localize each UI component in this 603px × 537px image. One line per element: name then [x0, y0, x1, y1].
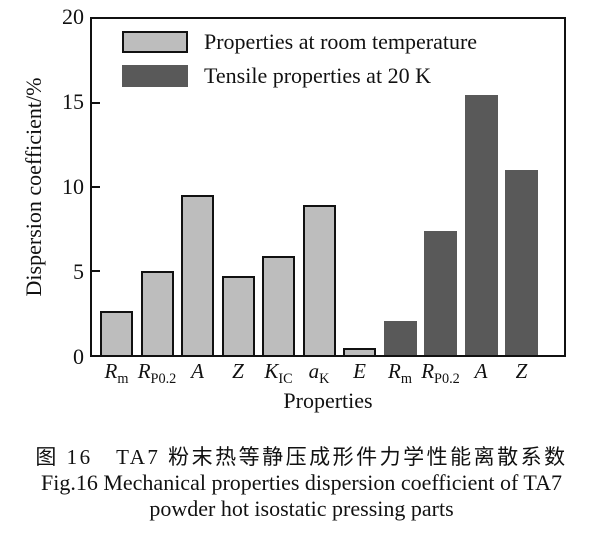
bar: [302, 205, 336, 355]
bar: [383, 321, 417, 355]
bar-group: Rm: [100, 19, 133, 386]
legend: Properties at room temperature Tensile p…: [122, 31, 477, 87]
legend-swatch: [122, 65, 188, 87]
y-tick-mark: [92, 270, 100, 272]
bar: [464, 94, 498, 355]
x-tick-label: aK: [308, 359, 330, 388]
bar: [424, 230, 457, 355]
x-tick-label: RP0.2: [421, 359, 460, 388]
bar-group: A: [464, 19, 498, 382]
legend-label: Tensile properties at 20 K: [204, 63, 431, 88]
bar-group: A: [181, 19, 214, 382]
x-tick-label: Rm: [104, 359, 129, 388]
bar-group: KIC: [262, 19, 295, 386]
bar-group: aK: [302, 19, 336, 386]
legend-item-room-temperature: Properties at room temperature: [122, 31, 477, 53]
bar: [343, 348, 376, 355]
y-tick-label: 20: [62, 4, 84, 29]
x-tick-label: Rm: [388, 359, 412, 388]
bar: [221, 276, 255, 355]
x-tick-label: Z: [232, 359, 244, 383]
bar-group: RP0.2: [138, 19, 176, 386]
legend-swatch: [122, 31, 188, 53]
bar-group: RP0.2: [421, 19, 460, 386]
bar-group: Z: [221, 19, 255, 382]
y-tick-label: 0: [73, 344, 84, 369]
bar-group: Z: [505, 19, 538, 382]
bar: [262, 255, 295, 355]
bar-group: E: [343, 19, 376, 382]
figure-caption-english-line2: powder hot isostatic pressing parts: [149, 496, 454, 521]
legend-item-tensile-20k: Tensile properties at 20 K: [122, 65, 477, 87]
bar: [181, 195, 214, 355]
x-tick-label: Z: [515, 359, 528, 383]
x-axis-title: Properties: [283, 388, 373, 413]
figure-caption-chinese: 图 16 TA7 粉末热等静压成形件力学性能离散系数: [35, 445, 568, 469]
bar: [505, 170, 538, 355]
bar-group: Rm: [383, 19, 417, 386]
x-tick-label: E: [353, 359, 366, 383]
y-tick-mark: [92, 102, 100, 104]
plot-area: Rm RP0.2 A Z KIC aK E Rm RP0.2 A Z Properties at r…: [90, 17, 566, 386]
bar: [140, 271, 174, 355]
y-tick-label: 15: [62, 89, 84, 114]
y-tick-mark: [92, 186, 100, 188]
y-tick-label: 5: [73, 259, 84, 284]
bars: Rm RP0.2 A Z KIC aK E Rm RP0.2 A Z: [92, 19, 564, 386]
x-tick-label: RP0.2: [137, 359, 177, 388]
x-tick-label: A: [191, 359, 204, 383]
y-tick-labels: 0 5 10 15 20: [0, 6, 84, 368]
legend-label: Properties at room temperature: [204, 29, 478, 54]
x-tick-label: A: [474, 359, 488, 383]
y-tick-label: 10: [62, 174, 84, 199]
bar: [100, 311, 133, 355]
figure-caption-english-line1: Fig.16 Mechanical properties dispersion …: [40, 470, 562, 495]
x-tick-label: KIC: [264, 359, 293, 388]
